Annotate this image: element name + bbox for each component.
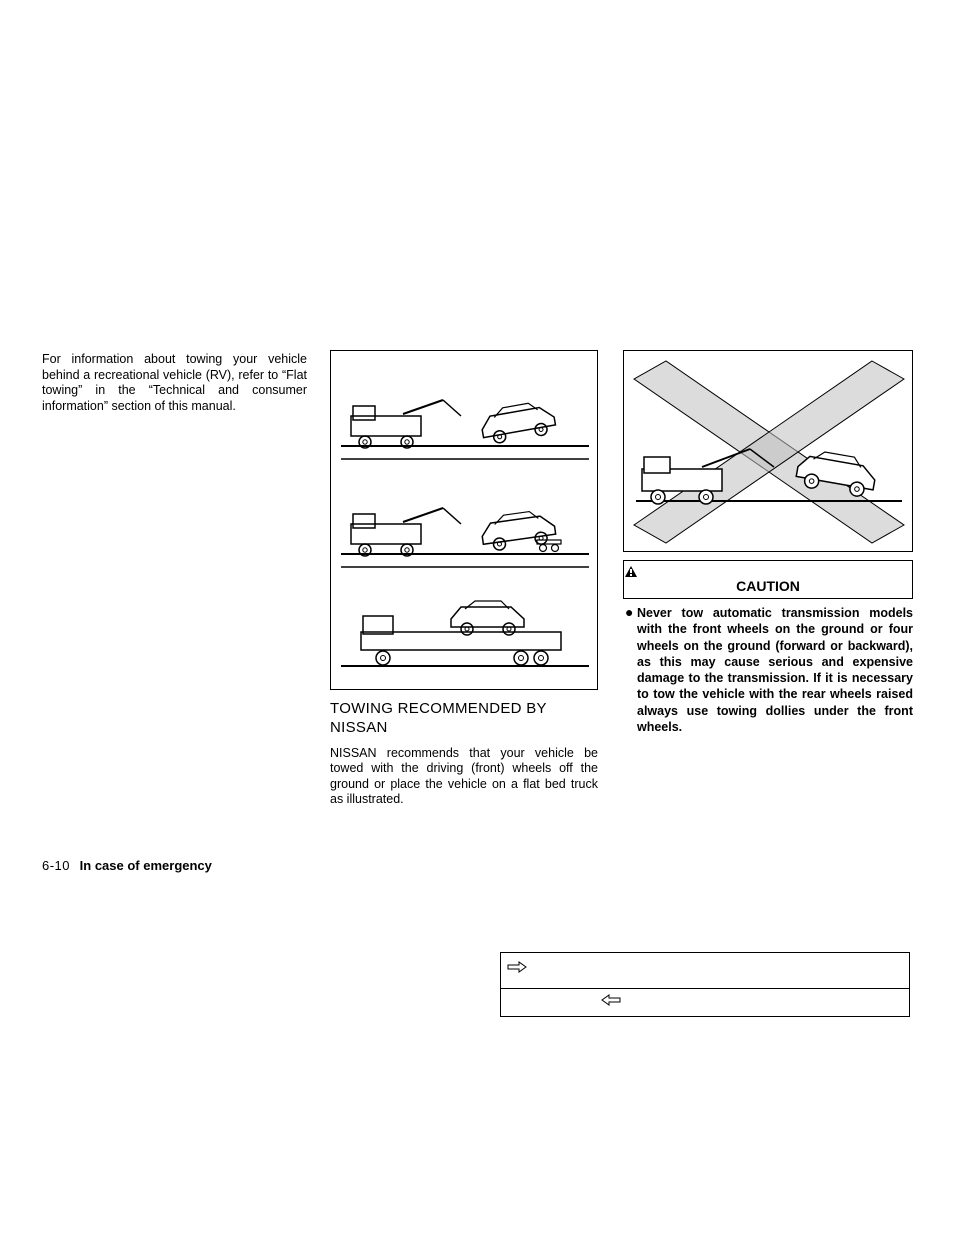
prohibited-towing-svg: [624, 351, 914, 553]
panel-flatbed: [341, 601, 589, 666]
panel-tow-front-lifted: [341, 399, 589, 448]
page-footer: 6-10 In case of emergency: [42, 858, 212, 873]
pointing-hand-right-icon: [507, 959, 527, 975]
page-number: 6-10: [42, 858, 70, 873]
column-right: CAUTION ● Never tow automatic transmissi…: [623, 350, 913, 735]
towing-body: NISSAN recommends that your vehicle be t…: [330, 746, 598, 809]
revision-row-2: [501, 992, 909, 1016]
cross-out-x: [634, 361, 904, 543]
revision-box: [500, 952, 910, 1017]
caution-box: CAUTION: [623, 560, 913, 599]
caution-text: Never tow automatic transmission models …: [637, 605, 913, 735]
warning-triangle-icon: [624, 565, 638, 578]
panel-tow-front-lifted-rear-dolly: [341, 508, 589, 556]
pointing-hand-left-icon: [601, 992, 621, 1008]
caution-label: CAUTION: [736, 578, 800, 594]
section-title: In case of emergency: [80, 858, 212, 873]
towing-methods-svg: [331, 351, 599, 691]
prohibited-towing-figure: [623, 350, 913, 552]
caution-heading: CAUTION: [624, 565, 912, 594]
manual-page: For information about towing your vehicl…: [0, 0, 954, 1235]
towing-heading: TOWING RECOMMENDED BY NISSAN: [330, 700, 598, 738]
towing-methods-figure: [330, 350, 598, 690]
revision-row-1: [501, 959, 909, 989]
caution-bullet: ● Never tow automatic transmission model…: [623, 605, 913, 735]
intro-paragraph: For information about towing your vehicl…: [42, 352, 307, 415]
column-center: TOWING RECOMMENDED BY NISSAN NISSAN reco…: [330, 350, 598, 808]
column-left: For information about towing your vehicl…: [42, 352, 307, 415]
bullet-marker: ●: [623, 605, 637, 735]
